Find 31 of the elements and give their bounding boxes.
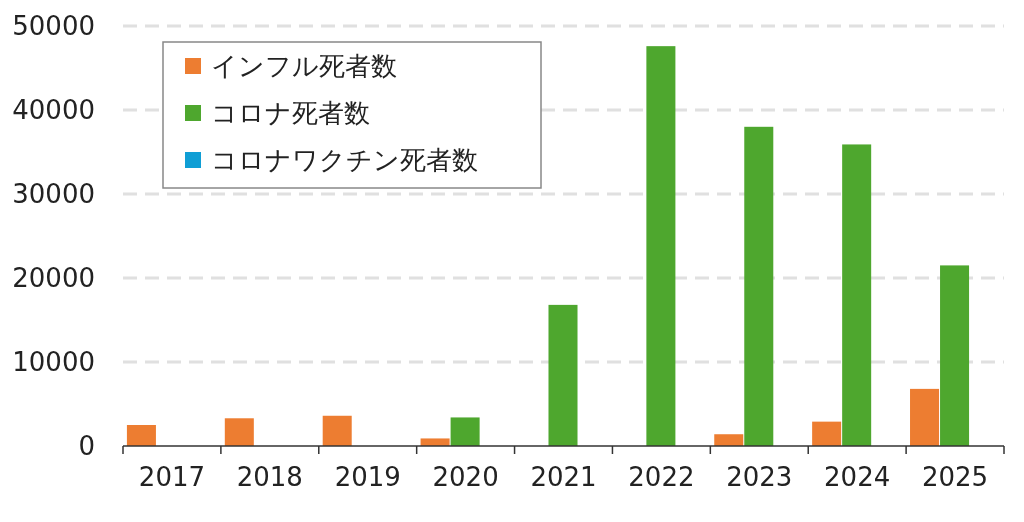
x-tick-label: 2017 <box>138 462 206 492</box>
bar <box>842 144 872 446</box>
legend-label: インフル死者数 <box>211 51 397 82</box>
bar <box>910 388 940 446</box>
y-tick-label: 30000 <box>12 179 95 210</box>
bar <box>224 418 254 446</box>
y-tick-label: 20000 <box>12 263 95 294</box>
y-tick-label: 10000 <box>12 347 95 378</box>
y-tick-label: 40000 <box>12 95 95 126</box>
x-tick-label: 2019 <box>334 462 401 492</box>
x-tick-label: 2021 <box>530 462 597 492</box>
bar <box>420 438 450 446</box>
y-tick-label: 0 <box>78 431 95 462</box>
y-tick-label: 50000 <box>12 11 95 42</box>
bar <box>548 304 578 446</box>
bar <box>450 417 480 446</box>
x-tick-label: 2023 <box>726 462 793 492</box>
legend-label: コロナワクチン死者数 <box>211 145 478 176</box>
x-tick-label: 2024 <box>824 462 891 492</box>
x-tick-label: 2022 <box>628 462 695 492</box>
bar <box>812 421 842 446</box>
bar <box>940 265 970 446</box>
x-tick-label: 2018 <box>236 462 303 492</box>
x-tick-label: 2025 <box>921 462 989 492</box>
bar <box>126 425 156 446</box>
legend-label: コロナ死者数 <box>211 98 370 129</box>
bar <box>322 415 352 446</box>
bar <box>714 434 744 446</box>
bar <box>646 46 676 446</box>
x-tick-label: 2020 <box>432 462 499 492</box>
bar <box>744 126 774 446</box>
